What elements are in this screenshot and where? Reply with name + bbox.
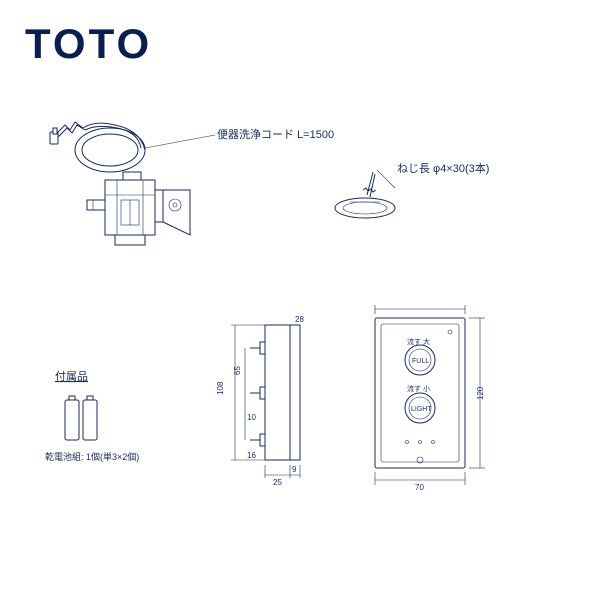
technical-diagram: 便器洗浄コード L=1500 ねじ長 φ4×30(3本) (45, 100, 555, 550)
btn2-label: 流す 小 (407, 384, 430, 393)
dim-side-depth: 25 (273, 478, 282, 487)
accessories-title: 付属品 (55, 370, 88, 383)
accessories-drawing: 付属品 乾電池組: 1個(単3×2個) (45, 370, 139, 462)
battery-label: 乾電池組: 1個(単3×2個) (45, 451, 139, 462)
dim-side-gap: 10 (247, 413, 256, 422)
dim-panel-height: 120 (476, 386, 485, 400)
actuator-drawing (87, 172, 190, 245)
screw-mount-drawing: ねじ長 φ4×30(3本) (335, 161, 489, 218)
btn2-sub: LIGHT (411, 406, 432, 413)
dim-side-spacing: 65 (233, 366, 242, 375)
dim-side-bottom: 16 (247, 451, 256, 460)
dim-side-top: 28 (295, 315, 304, 324)
cord-label: 便器洗浄コード L=1500 (217, 127, 334, 141)
side-view-drawing: 108 65 28 25 9 16 10 (216, 315, 304, 487)
brand-logo: TOTO (25, 20, 152, 68)
front-view-drawing: 流す 大 FULL 流す 小 LIGHT 70 120 (375, 305, 485, 492)
btn1-label: 流す 大 (407, 337, 430, 346)
btn1-sub: FULL (412, 358, 429, 365)
dim-side-inner: 9 (292, 465, 297, 474)
dim-panel-width: 70 (415, 483, 424, 492)
screw-label: ねじ長 φ4×30(3本) (397, 161, 489, 175)
dim-side-height: 108 (216, 381, 225, 395)
